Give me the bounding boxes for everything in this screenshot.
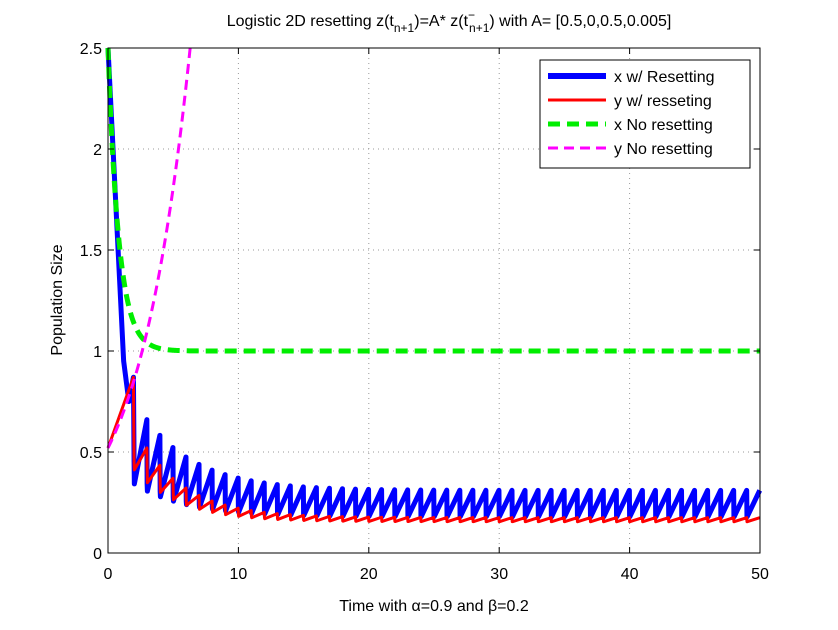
series-lines <box>105 47 762 524</box>
legend-label: x No resetting <box>614 117 713 134</box>
x-tick-label: 0 <box>104 566 113 583</box>
y-tick-label: 1.5 <box>80 243 102 260</box>
x-tick-label: 20 <box>360 566 378 583</box>
y-tick-label: 2 <box>93 142 102 159</box>
plot-frame <box>107 47 761 554</box>
x-tick-label: 40 <box>621 566 639 583</box>
x-tick-label: 10 <box>230 566 248 583</box>
legend-label: y No resetting <box>614 141 713 158</box>
series-y-no-resetting <box>106 47 192 449</box>
legend-label: x w/ Resetting <box>614 69 714 86</box>
y-tick-label: 1 <box>93 344 102 361</box>
y-tick-label: 2.5 <box>80 41 102 58</box>
x-tick-label: 50 <box>751 566 769 583</box>
legend-box <box>539 59 751 169</box>
tick-marks <box>107 47 761 554</box>
x-axis-label: Time with α=0.9 and β=0.2 <box>339 598 529 615</box>
legend-label: y w/ resseting <box>614 93 712 110</box>
series-y-with-resetting <box>106 375 761 524</box>
y-tick-label: 0.5 <box>80 445 102 462</box>
legend: x w/ Resetting y w/ resseting x No resetti… <box>539 59 751 169</box>
y-tick-label: 0 <box>93 546 102 563</box>
series-x-no-resetting <box>105 47 760 354</box>
y-axis-label: Population Size <box>49 244 66 355</box>
chart-title: Logistic 2D resetting z(tn+1)=A* z(t− n+1… <box>227 8 672 35</box>
x-tick-label: 30 <box>490 566 508 583</box>
